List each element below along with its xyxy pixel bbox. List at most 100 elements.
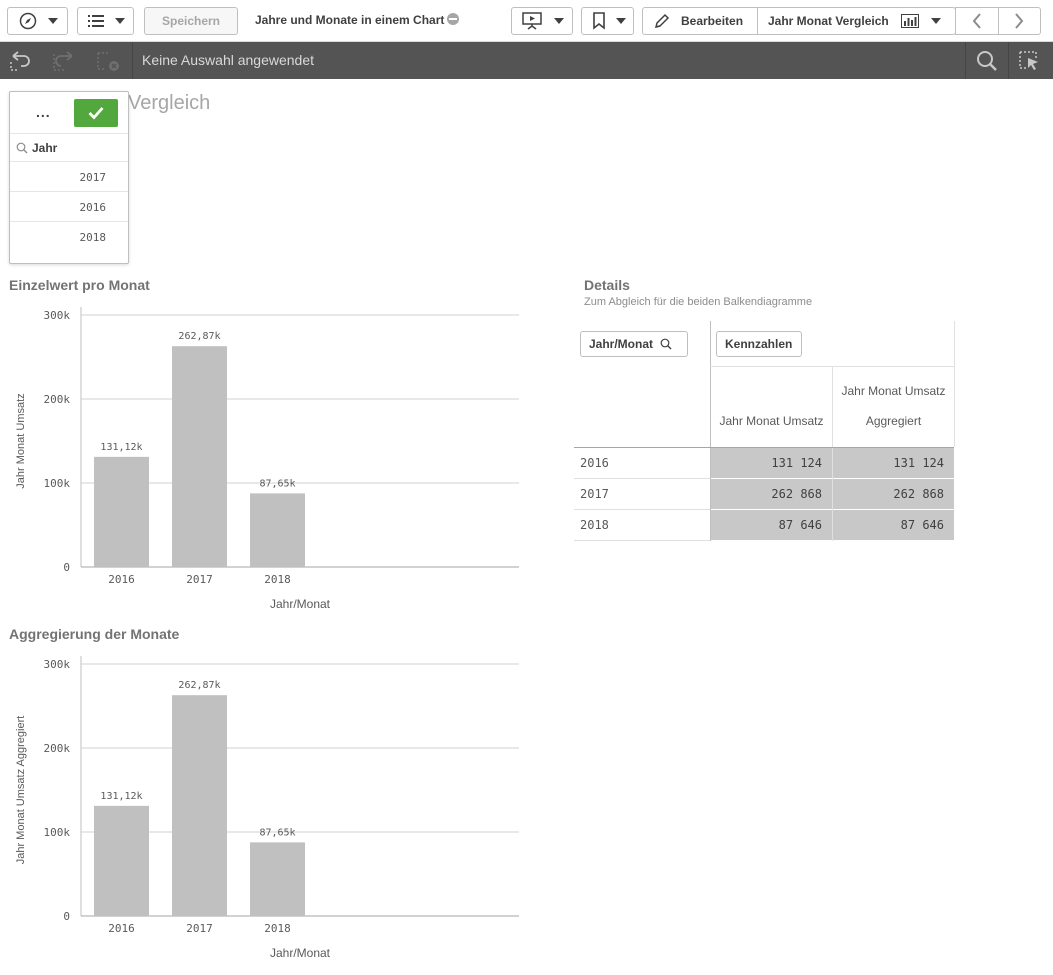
listbox-field-label: Jahr (32, 141, 58, 155)
bar (250, 493, 305, 567)
selection-status: Keine Auswahl angewendet (142, 52, 315, 68)
column-header: Jahr Monat Umsatz Aggregiert (833, 376, 954, 436)
app-title-text: Jahre und Monate in einem Chart (255, 13, 445, 27)
chevron-down-icon (616, 18, 626, 24)
year-filter-listbox: ... Jahr 2017 2016 2018 (9, 91, 129, 264)
divider (965, 42, 966, 79)
table-cell: 87 646 (833, 510, 954, 540)
dimension-header-button[interactable]: Jahr/Monat (580, 331, 688, 357)
row-dimension-value: 2018 (580, 518, 609, 532)
details-subtitle: Zum Abgleich für die beiden Balkendiagra… (584, 296, 813, 308)
step-forward-icon[interactable] (52, 50, 76, 72)
top-toolbar: Speichern Jahre und Monate in einem Char… (0, 0, 1053, 42)
compass-icon (19, 12, 37, 30)
table-cell: 131 124 (833, 448, 954, 478)
measures-header-button[interactable]: Kennzahlen (716, 331, 802, 357)
storytelling-button[interactable] (511, 7, 573, 35)
table-cell: 87 646 (711, 510, 832, 540)
listbox-item-value: 2017 (79, 171, 107, 184)
bar (94, 805, 149, 916)
x-tick-label: 2018 (264, 573, 291, 586)
next-sheet-button[interactable] (997, 8, 1040, 34)
chevron-down-icon (930, 18, 941, 24)
listbox-toolbar: ... (10, 92, 128, 134)
dimension-header-label: Jahr/Monat (589, 337, 654, 351)
y-tick-label: 200k (44, 393, 71, 406)
y-tick-label: 200k (44, 742, 71, 755)
y-tick-label: 300k (44, 309, 71, 322)
y-tick-label: 100k (44, 826, 71, 839)
bar (172, 346, 227, 567)
search-icon (16, 142, 28, 154)
y-axis-label: Jahr Monat Umsatz Aggregiert (15, 716, 27, 865)
column-header: Jahr Monat Umsatz (711, 406, 832, 436)
y-tick-label: 0 (63, 561, 70, 574)
previous-sheet-button[interactable] (956, 8, 998, 34)
column-header-label: Jahr Monat Umsatz (719, 414, 824, 428)
row-dimension-value: 2016 (580, 456, 609, 470)
divider (574, 540, 710, 541)
presentation-icon (522, 12, 542, 30)
save-button[interactable]: Speichern (144, 7, 238, 35)
step-back-icon[interactable] (9, 50, 33, 72)
bar-chart-icon (900, 14, 919, 28)
table-cell: 262 868 (711, 479, 832, 509)
chevron-down-icon (115, 18, 125, 24)
x-tick-label: 2017 (186, 573, 213, 586)
data-label: 87,65k (259, 478, 295, 489)
checkmark-icon (88, 107, 104, 120)
edit-sheet-group: Bearbeiten Jahr Monat Vergleich (642, 7, 956, 35)
x-axis-label: Jahr/Monat (270, 597, 331, 611)
chevron-right-icon (1015, 13, 1024, 29)
clear-selections-icon[interactable] (96, 50, 120, 72)
y-axis-label: Jahr Monat Umsatz (15, 393, 27, 488)
divider (710, 366, 954, 367)
bar (250, 842, 305, 916)
listbox-search[interactable]: Jahr (10, 134, 128, 162)
divider (1008, 42, 1009, 79)
search-icon (660, 338, 672, 350)
data-label: 262,87k (178, 680, 220, 691)
sheet-selector[interactable]: Jahr Monat Vergleich (758, 8, 955, 34)
listbox-item[interactable]: 2018 (10, 222, 128, 252)
sheet-navigation (955, 7, 1041, 35)
app-title: Jahre und Monate in einem Chart (255, 13, 460, 27)
chevron-down-icon (48, 18, 58, 24)
listbox-item-value: 2016 (79, 201, 107, 214)
x-tick-label: 2016 (108, 922, 135, 935)
chevron-down-icon (554, 18, 564, 24)
sheet-selector-label: Jahr Monat Vergleich (768, 14, 889, 28)
x-axis-label: Jahr/Monat (270, 946, 331, 960)
global-menu-button[interactable] (77, 7, 134, 35)
data-label: 131,12k (100, 791, 142, 802)
table-cell: 131 124 (711, 448, 832, 478)
bookmark-icon (593, 12, 605, 30)
confirm-selection-button[interactable] (74, 99, 118, 127)
divider (574, 478, 710, 479)
table-cell: 262 868 (833, 479, 954, 509)
selection-bar: Keine Auswahl angewendet (0, 42, 1053, 79)
edit-label: Bearbeiten (681, 14, 744, 28)
y-tick-label: 300k (44, 658, 71, 671)
sheet-title: Vergleich (128, 92, 211, 114)
divider (954, 321, 955, 447)
search-icon[interactable] (975, 50, 999, 72)
x-tick-label: 2016 (108, 573, 135, 586)
x-tick-label: 2018 (264, 922, 291, 935)
divider (832, 366, 833, 541)
bookmarks-button[interactable] (581, 7, 634, 35)
chevron-left-icon (972, 13, 981, 29)
divider (710, 321, 711, 541)
more-options-button[interactable]: ... (36, 104, 51, 120)
listbox-item[interactable]: 2017 (10, 162, 128, 192)
y-tick-label: 0 (63, 910, 70, 923)
chart-title: Einzelwert pro Monat (9, 277, 150, 293)
bar (172, 695, 227, 916)
globe-icon (447, 13, 460, 25)
edit-button[interactable]: Bearbeiten (643, 8, 758, 34)
pencil-icon (654, 13, 670, 29)
data-label: 262,87k (178, 331, 220, 342)
navigation-menu-button[interactable] (7, 7, 68, 35)
smart-selection-icon[interactable] (1018, 50, 1042, 72)
listbox-item[interactable]: 2016 (10, 192, 128, 222)
